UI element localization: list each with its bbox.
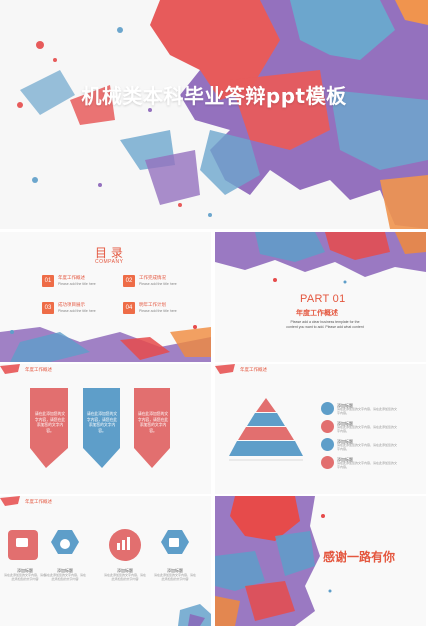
mail-icon <box>321 420 334 433</box>
pyramid-tier <box>238 427 294 440</box>
section-heading: 年度工作概述 <box>25 368 52 373</box>
slide-icons[interactable]: 年度工作概述 添加标题 请在此添加您的文字内容，请在此添加您的文字内容 添加标题… <box>0 496 211 626</box>
list-item[interactable]: 添加标题 请在此添加您的文字内容，请在此添加您的文字内容。 <box>321 402 401 420</box>
toc-label: 工作完成情况 <box>139 275 166 280</box>
toc-subtitle: COMPANY <box>95 259 124 265</box>
pyramid-tier <box>247 413 285 426</box>
list-desc: 请在此添加您的文字内容，请在此添加您的文字内容。 <box>337 461 398 469</box>
location-icon <box>321 402 334 415</box>
list-item[interactable]: 添加标题 请在此添加您的文字内容，请在此添加您的文字内容。 <box>321 420 401 438</box>
chevron-text: 请在此添加您的文字内容，请您在此添加您的文字内容。 <box>86 412 118 433</box>
list-title: 添加标题 <box>337 439 353 444</box>
cover-title: 机械类本科毕业答辩ppt模板 <box>81 84 347 108</box>
section-heading: 年度工作概述 <box>240 368 267 373</box>
toc-label: 成功项目展示 <box>58 302 85 307</box>
toc-desc: Please add the title here <box>139 282 177 286</box>
slide-part[interactable]: PART 01 年度工作概述 Please add a clear busine… <box>215 232 426 362</box>
part-number: PART 01 <box>300 293 346 305</box>
toc-number: 02 <box>123 275 135 287</box>
toc-number: 01 <box>42 275 54 287</box>
icon-desc: 请在此添加您的文字内容，请在此添加您的文字内容 <box>3 573 46 581</box>
list-desc: 请在此添加您的文字内容，请在此添加您的文字内容。 <box>337 407 398 415</box>
list-desc: 请在此添加您的文字内容，请在此添加您的文字内容。 <box>337 425 398 433</box>
toc-item[interactable]: 02 工作完成情况 Please add the title here <box>123 275 211 291</box>
slide-pyramid[interactable]: 年度工作概述 添加标题 请在此添加您的文字内容，请在此添加您的文字内容。 添加标… <box>215 364 426 494</box>
icon-desc: 请在此添加您的文字内容，请在此添加您的文字内容 <box>153 573 196 581</box>
toc-item[interactable]: 04 明年工作计划 Please add the title here <box>123 302 211 318</box>
paint-splash-art <box>0 325 211 362</box>
icon-title: 添加标题 <box>117 568 133 573</box>
chevron-shape <box>30 388 68 468</box>
icon-title: 添加标题 <box>167 568 183 573</box>
list-desc: 请在此添加您的文字内容，请在此添加您的文字内容。 <box>337 443 398 451</box>
chevron-text: 请在此添加您的文字内容，请您在此添加您的文字内容。 <box>34 412 66 433</box>
toc-number: 04 <box>123 302 135 314</box>
icon-desc: 请在此添加您的文字内容，请在此添加您的文字内容 <box>43 573 86 581</box>
list-title: 添加标题 <box>337 457 353 462</box>
chevron-shapes <box>0 364 170 468</box>
paint-splash-art <box>215 496 332 626</box>
section-heading: 年度工作概述 <box>25 500 52 505</box>
list-title: 添加标题 <box>337 403 353 408</box>
paint-splash-art <box>17 0 428 229</box>
toc-number: 03 <box>42 302 54 314</box>
pyramid-chart <box>215 364 303 461</box>
slide-thanks[interactable]: 感谢一路有你 <box>215 496 426 626</box>
part-title: 年度工作概述 <box>296 309 338 317</box>
toc-desc: Please add the title here <box>58 282 96 286</box>
icon-desc: 请在此添加您的文字内容，请在此添加您的文字内容 <box>103 573 146 581</box>
icon-shapes <box>0 496 211 626</box>
icon-title: 添加标题 <box>17 568 33 573</box>
cover-slide[interactable]: 机械类本科毕业答辩ppt模板 <box>0 0 428 229</box>
user-icon <box>321 456 334 469</box>
toc-label: 年度工作概述 <box>58 275 85 280</box>
list-item[interactable]: 添加标题 请在此添加您的文字内容，请在此添加您的文字内容。 <box>321 438 401 456</box>
slide-toc[interactable]: 目 录 COMPANY 01 年度工作概述 Please add the tit… <box>0 232 211 362</box>
chevron-shape <box>134 388 170 468</box>
toc-label: 明年工作计划 <box>139 302 166 307</box>
toc-item[interactable]: 03 成功项目展示 Please add the title here <box>42 302 132 318</box>
toc-desc: Please add the title here <box>58 309 96 313</box>
pyramid-tier <box>229 441 303 456</box>
slide-chevrons[interactable]: 年度工作概述 请在此添加您的文字内容，请您在此添加您的文字内容。 请在此添加您的… <box>0 364 211 494</box>
thanks-text: 感谢一路有你 <box>323 550 396 564</box>
toc-title: 目 录 <box>95 246 123 260</box>
chat-icon <box>321 438 334 451</box>
toc-item[interactable]: 01 年度工作概述 Please add the title here <box>42 275 132 291</box>
part-description: Please add a clear business template for… <box>286 320 364 329</box>
list-item[interactable]: 添加标题 请在此添加您的文字内容，请在此添加您的文字内容。 <box>321 456 401 474</box>
icon-title: 添加标题 <box>57 568 73 573</box>
pyramid-tier <box>256 398 276 412</box>
chevron-text: 请在此添加您的文字内容，请您在此添加您的文字内容。 <box>137 412 169 433</box>
paint-splash-art <box>215 232 426 284</box>
chevron-shape <box>83 388 120 468</box>
toc-desc: Please add the title here <box>139 309 177 313</box>
list-title: 添加标题 <box>337 421 353 426</box>
